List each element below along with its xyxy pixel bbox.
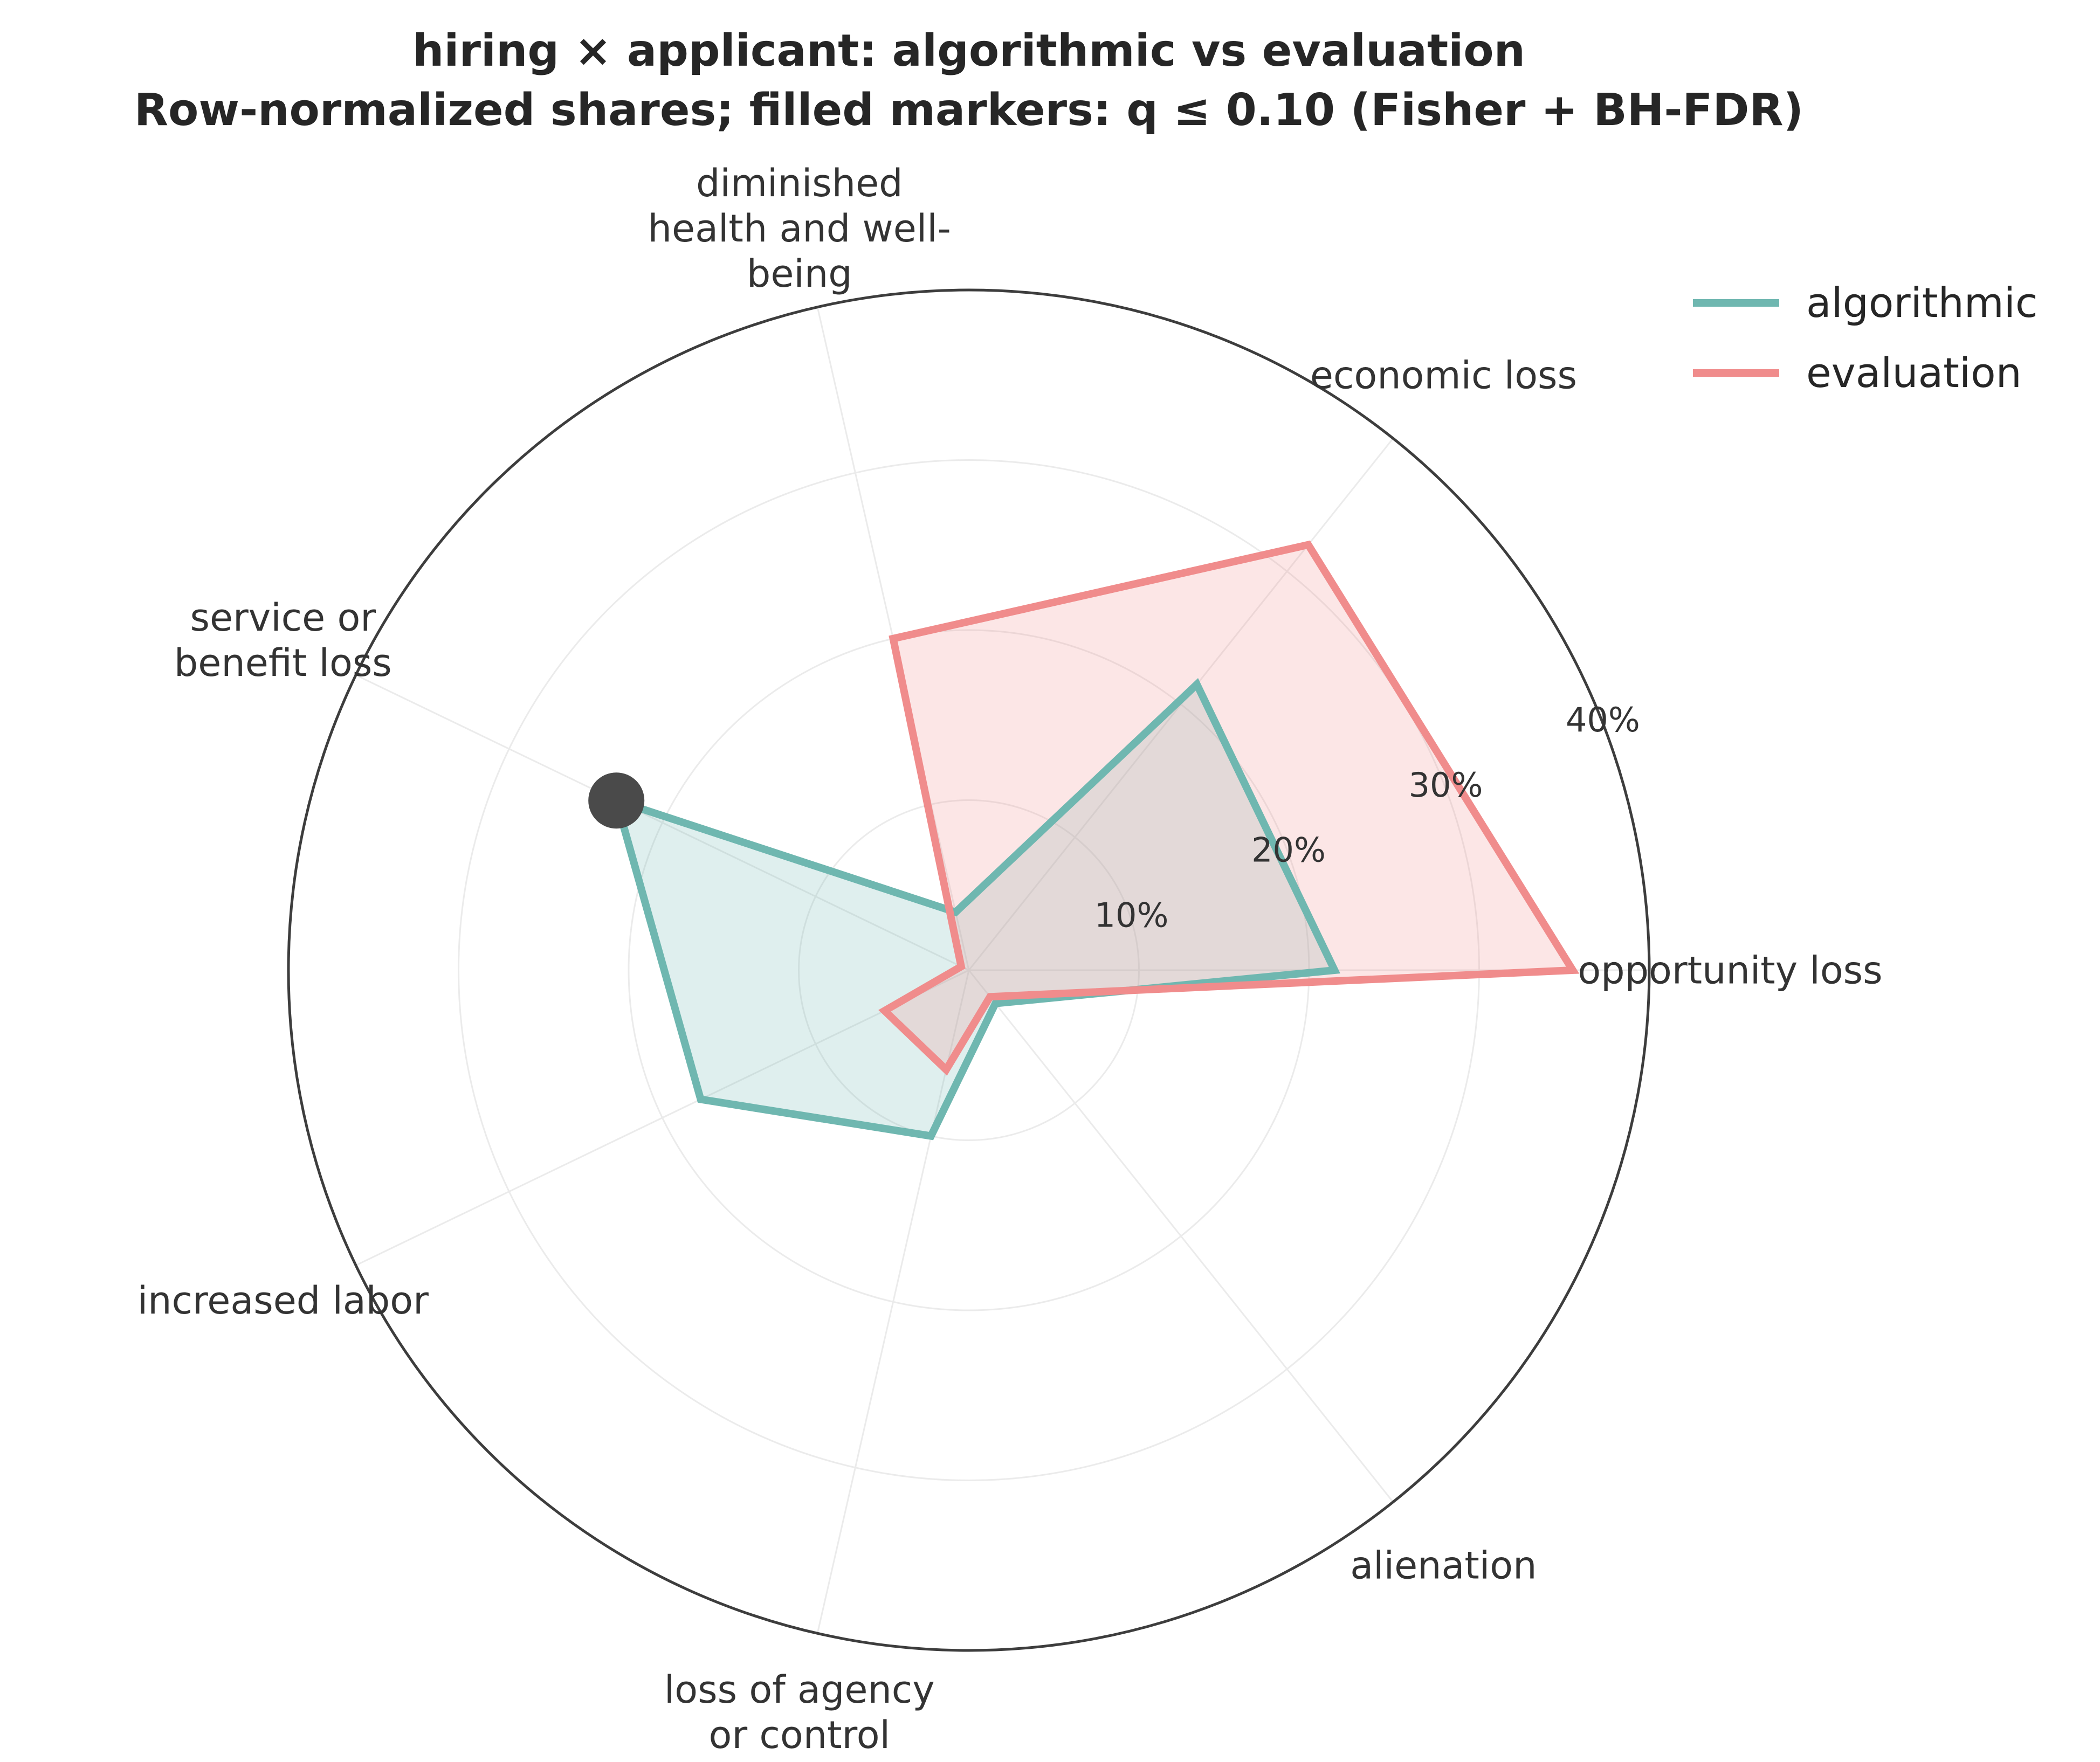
series-line-evaluation <box>878 540 1580 1076</box>
axis-label-increased-labor: increased labor <box>137 1279 429 1323</box>
radial-tick-labels: 10% 20% 30% 40% <box>1094 700 1640 935</box>
axis-label-loss-of-agency: loss of agency or control <box>664 1668 935 1757</box>
axis-label-alienation: alienation <box>1350 1543 1537 1587</box>
axis-label-line: alienation <box>1350 1543 1537 1587</box>
chart-subtitle: Row-normalized shares; filled markers: q… <box>134 85 1803 136</box>
axis-label-line: economic loss <box>1310 354 1577 398</box>
axis-label-economic-loss: economic loss <box>1310 354 1577 398</box>
spoke-line <box>816 970 970 1634</box>
series-fill-evaluation <box>884 544 1573 1070</box>
axis-label-line: or control <box>709 1713 891 1757</box>
significance-markers <box>588 772 645 829</box>
legend: algorithmic evaluation <box>1693 279 2038 397</box>
axis-labels: opportunity loss economic loss diminished h… <box>137 161 1883 1757</box>
r-tick-label: 30% <box>1409 765 1483 805</box>
series-polygons <box>610 540 1580 1141</box>
spoke-line <box>355 674 969 971</box>
axis-label-line: increased labor <box>137 1279 429 1323</box>
legend-label-evaluation: evaluation <box>1806 349 2022 397</box>
axis-label-line: benefit loss <box>174 641 392 685</box>
axis-label-line: opportunity loss <box>1578 949 1882 993</box>
r-tick-label: 40% <box>1566 700 1640 740</box>
axis-label-opportunity-loss: opportunity loss <box>1578 949 1882 993</box>
axis-label-line: loss of agency <box>664 1668 935 1712</box>
axis-label-diminished-health: diminished health and well-being <box>648 161 951 296</box>
r-tick-label: 10% <box>1094 895 1169 935</box>
chart-title-group: hiring × applicant: algorithmic vs evalu… <box>134 25 1803 136</box>
legend-label-algorithmic: algorithmic <box>1806 279 2038 327</box>
spoke-line <box>355 969 969 1266</box>
series-fill-algorithmic <box>616 684 1335 1136</box>
axis-label-line: being <box>747 252 852 296</box>
series-line-algorithmic <box>610 678 1340 1141</box>
axis-label-service-or-benefit-loss: service or benefit loss <box>174 596 392 685</box>
significance-marker <box>588 772 645 829</box>
axis-label-line: health and well- <box>648 206 951 251</box>
axis-label-line: service or <box>190 596 376 640</box>
axis-label-line: diminished <box>696 161 903 205</box>
outer-ring <box>287 288 1651 1652</box>
spoke-line <box>968 970 1394 1503</box>
chart-title: hiring × applicant: algorithmic vs evalu… <box>412 25 1525 77</box>
r-tick-label: 20% <box>1251 831 1326 870</box>
